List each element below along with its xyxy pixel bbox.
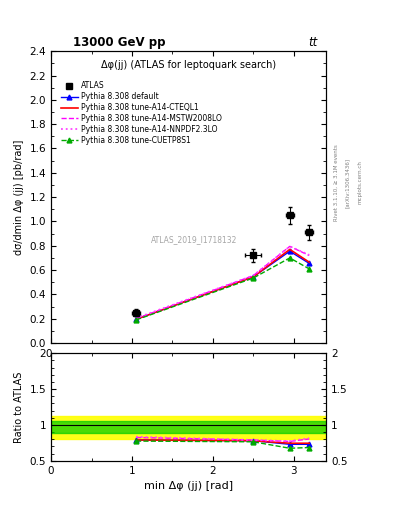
Bar bbox=[51, 421, 326, 433]
X-axis label: min Δφ (jj) [rad]: min Δφ (jj) [rad] bbox=[144, 481, 233, 491]
Text: Rivet 3.1.10, ≥ 3.1M events: Rivet 3.1.10, ≥ 3.1M events bbox=[334, 144, 338, 221]
Text: 0: 0 bbox=[45, 349, 51, 359]
Text: Δφ(jj) (ATLAS for leptoquark search): Δφ(jj) (ATLAS for leptoquark search) bbox=[101, 60, 276, 70]
Y-axis label: dσ/dmin Δφ (jj) [pb/rad]: dσ/dmin Δφ (jj) [pb/rad] bbox=[14, 139, 24, 255]
Text: tt: tt bbox=[309, 36, 318, 49]
Text: [arXiv:1306.3436]: [arXiv:1306.3436] bbox=[345, 158, 350, 207]
Text: ATLAS_2019_I1718132: ATLAS_2019_I1718132 bbox=[151, 235, 237, 244]
Bar bbox=[51, 416, 326, 439]
Text: mcplots.cern.ch: mcplots.cern.ch bbox=[357, 161, 362, 204]
Y-axis label: Ratio to ATLAS: Ratio to ATLAS bbox=[14, 371, 24, 443]
Legend: ATLAS, Pythia 8.308 default, Pythia 8.308 tune-A14-CTEQL1, Pythia 8.308 tune-A14: ATLAS, Pythia 8.308 default, Pythia 8.30… bbox=[58, 78, 224, 148]
Text: 13000 GeV pp: 13000 GeV pp bbox=[73, 36, 165, 49]
